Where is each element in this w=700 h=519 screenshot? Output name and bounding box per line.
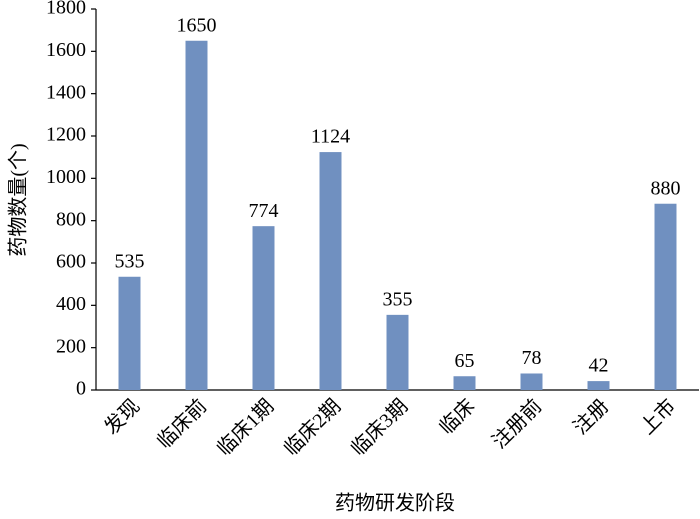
x-tick-label: 临床3期: [347, 395, 413, 461]
x-tick-label: 临床: [435, 395, 480, 440]
x-tick-label: 注册: [569, 395, 614, 440]
bar: [185, 40, 208, 390]
data-label: 42: [589, 355, 609, 377]
bar: [118, 276, 141, 390]
y-tick-label: 0: [76, 378, 86, 400]
data-label: 1650: [177, 14, 217, 36]
y-tick-label: 1400: [46, 81, 86, 103]
data-label: 774: [249, 200, 279, 222]
x-tick-label: 上市: [636, 395, 681, 440]
x-axis-label: 药物研发阶段: [335, 492, 455, 515]
bar: [386, 314, 409, 390]
y-axis-label: 药物数量(个): [7, 143, 30, 256]
bar: [319, 152, 342, 390]
x-tick-label: 临床前: [153, 395, 212, 454]
y-tick-label: 1600: [46, 39, 86, 61]
bar: [520, 373, 543, 390]
x-tick-label: 发现: [100, 395, 145, 440]
y-tick-label: 1000: [46, 166, 86, 188]
bar: [453, 376, 476, 390]
x-tick-label: 临床2期: [280, 395, 346, 461]
y-tick-label: 1800: [46, 0, 86, 19]
data-label: 65: [455, 350, 475, 372]
y-tick-label: 400: [56, 293, 86, 315]
data-label: 78: [522, 347, 542, 369]
bar: [654, 203, 677, 390]
x-tick-label: 注册前: [488, 395, 547, 454]
y-tick-label: 600: [56, 251, 86, 273]
data-label: 1124: [311, 126, 350, 148]
data-label: 535: [115, 250, 145, 272]
x-tick-label: 临床1期: [213, 395, 279, 461]
data-label: 880: [651, 177, 681, 199]
y-tick-label: 200: [56, 335, 86, 357]
data-label: 355: [383, 288, 413, 310]
bar: [587, 381, 610, 390]
bar: [252, 226, 275, 390]
y-tick-label: 800: [56, 208, 86, 230]
y-tick-label: 1200: [46, 124, 86, 146]
